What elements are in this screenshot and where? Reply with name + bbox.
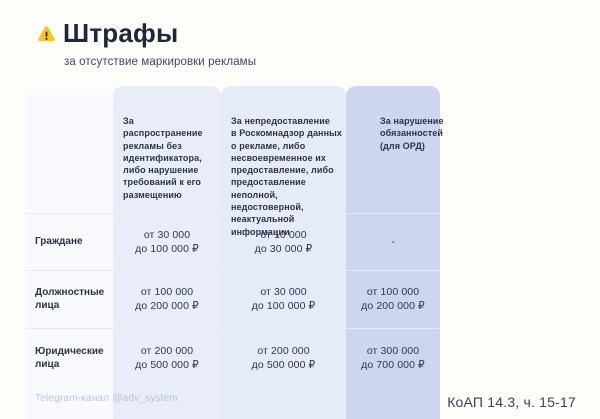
row-divider bbox=[25, 213, 440, 214]
column-band-roskomnadzor bbox=[221, 86, 346, 419]
row-label: Юридические лица bbox=[35, 346, 104, 370]
telegram-watermark: Telegram-канал @adv_system bbox=[35, 393, 179, 404]
table-row-citizens: Граждане от 30 000 до 100 000 ₽ от 10 00… bbox=[25, 213, 440, 270]
law-reference: КоАП 14.3, ч. 15-17 bbox=[447, 394, 576, 410]
fine-value: от 100 000 до 200 000 ₽ bbox=[135, 286, 199, 312]
column-band-labels bbox=[25, 90, 113, 419]
column-header-ord: За нарушение обязанностей (для ОРД) bbox=[380, 116, 444, 151]
fine-value: от 30 000 до 100 000 ₽ bbox=[135, 228, 199, 255]
fine-value: от 100 000 до 200 000 ₽ bbox=[361, 286, 425, 312]
fine-value: от 10 000 до 30 000 ₽ bbox=[254, 228, 313, 255]
table-row-legal-entities: Юридические лица от 200 000 до 500 000 ₽… bbox=[25, 328, 440, 419]
row-label: Граждане bbox=[35, 236, 83, 247]
fine-value: от 200 000 до 500 000 ₽ bbox=[135, 345, 199, 371]
fines-table: За распространение рекламы без идентифик… bbox=[25, 86, 444, 419]
row-label: Должностные лица bbox=[35, 287, 105, 311]
warning-icon bbox=[36, 24, 57, 45]
column-header-roskomnadzor: За непредоставление в Роскомнадзор данны… bbox=[231, 116, 343, 237]
column-band-ord bbox=[346, 86, 440, 419]
row-divider bbox=[25, 270, 440, 271]
page-title: Штрафы bbox=[63, 18, 179, 48]
fine-value: от 300 000 до 700 000 ₽ bbox=[361, 345, 425, 371]
table-row-officials: Должностные лица от 100 000 до 200 000 ₽… bbox=[25, 270, 440, 328]
column-header-distribution: За распространение рекламы без идентифик… bbox=[123, 116, 203, 200]
row-divider bbox=[25, 328, 440, 329]
fine-value: от 30 000 до 100 000 ₽ bbox=[251, 286, 316, 312]
column-band-distribution bbox=[113, 86, 221, 419]
fine-value: - bbox=[391, 235, 395, 248]
fine-value: от 200 000 до 500 000 ₽ bbox=[251, 345, 316, 371]
page-subtitle: за отсутствие маркировки рекламы bbox=[64, 56, 257, 68]
